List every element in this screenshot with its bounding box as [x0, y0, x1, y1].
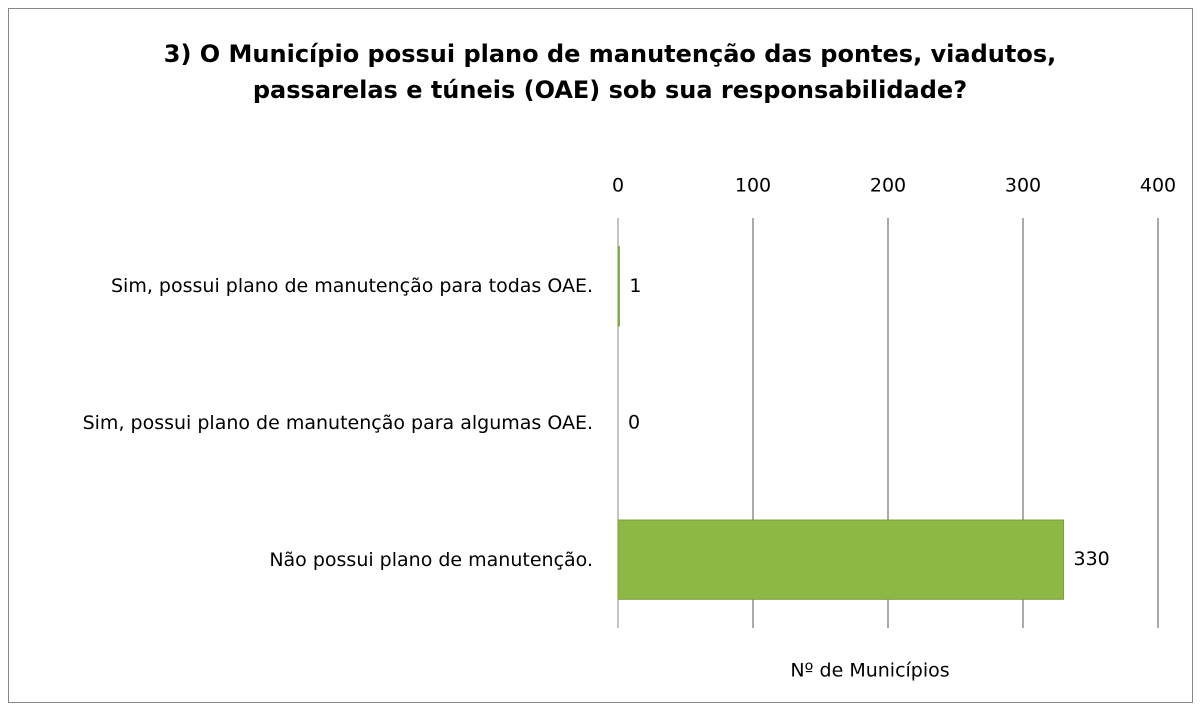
category-label: Sim, possui plano de manutenção para alg…	[82, 412, 593, 434]
category-label: Não possui plano de manutenção.	[269, 548, 593, 571]
x-tick-label: 400	[1140, 175, 1176, 197]
data-label: 0	[628, 412, 640, 434]
x-tick-label: 200	[870, 175, 906, 197]
bar	[617, 519, 1064, 600]
category-label: Sim, possui plano de manutenção para tod…	[111, 275, 593, 298]
data-label: 1	[629, 275, 641, 297]
x-tick-label: 300	[1005, 175, 1041, 197]
bar	[617, 246, 620, 327]
x-tick-label: 100	[735, 175, 771, 197]
x-tick-label: 0	[612, 175, 624, 197]
chart-title: 3) O Município possui plano de manutençã…	[163, 40, 1057, 104]
data-label: 330	[1074, 548, 1110, 570]
x-axis-label: Nº de Municípios	[790, 660, 949, 682]
